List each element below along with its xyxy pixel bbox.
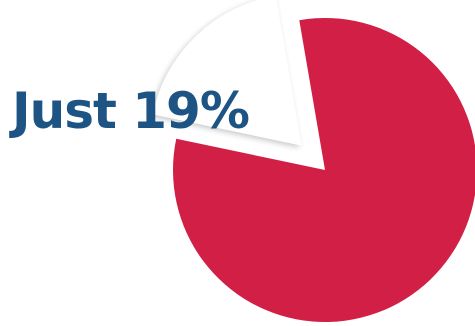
callout-label: Just 19% xyxy=(12,82,250,140)
pie-slice-19-percent xyxy=(152,0,302,146)
pie-slice-81-percent xyxy=(173,18,475,322)
